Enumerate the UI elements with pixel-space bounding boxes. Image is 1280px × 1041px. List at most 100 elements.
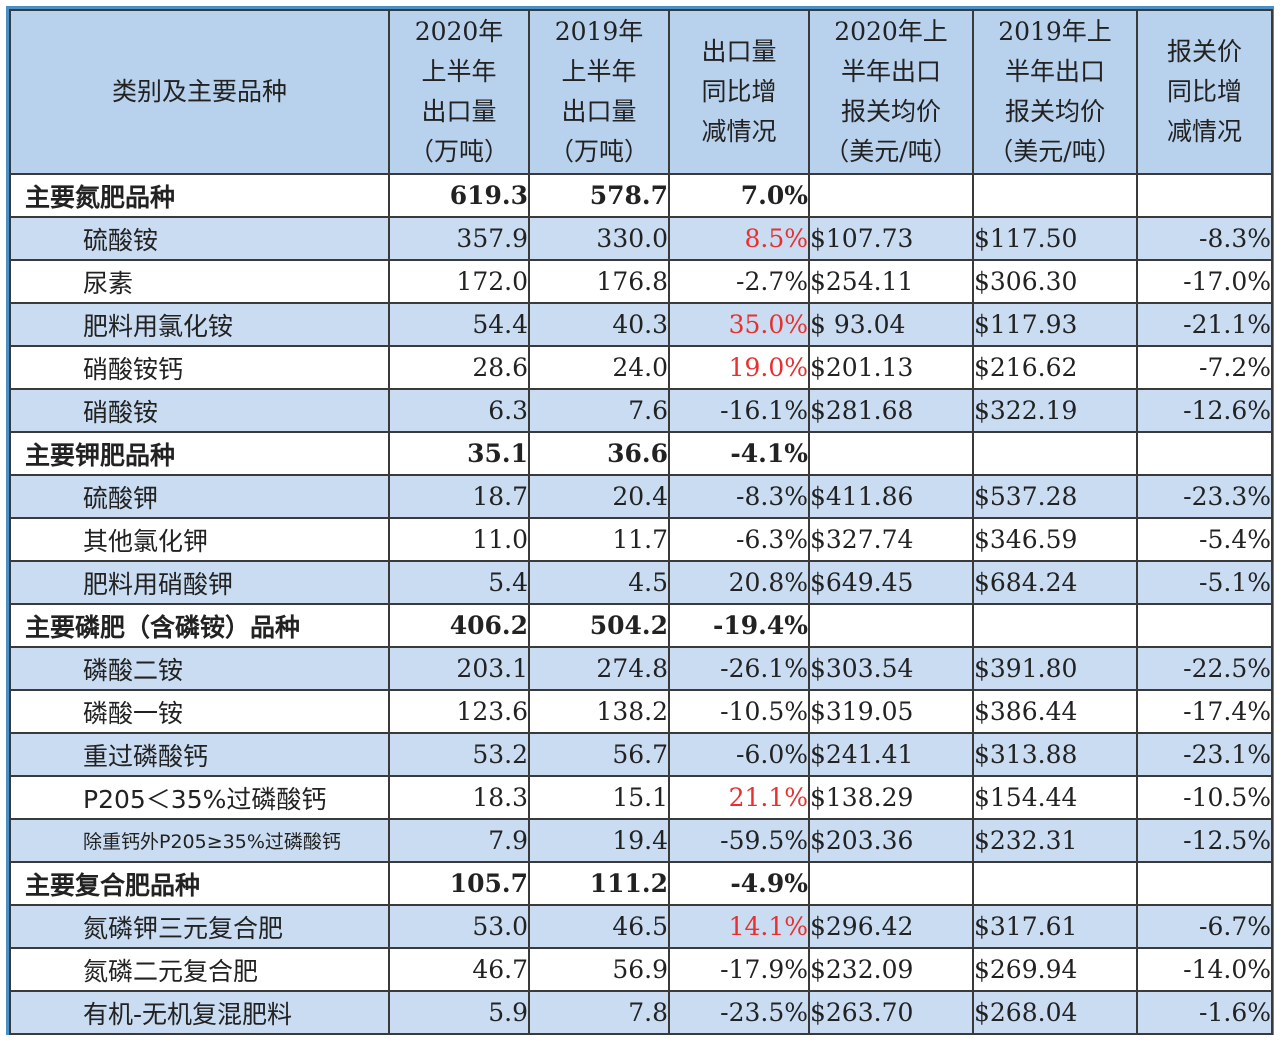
- cell-volume-yoy: -59.5%: [668, 818, 810, 863]
- fertilizer-export-table: 类别及主要品种 2020年 上半年 出口量 （万吨） 2019年 上半年 出口量 （万吨） 出口量…: [9, 9, 1273, 1035]
- cell-price-2020: [808, 173, 974, 218]
- cell-volume-2020: 406.2: [388, 603, 530, 648]
- cell-volume-yoy: -6.3%: [668, 517, 810, 562]
- cell-name: 主要钾肥品种: [9, 431, 390, 476]
- cell-price-2019: $391.80: [972, 646, 1138, 691]
- cell-price-2020: $327.74: [808, 517, 974, 562]
- header-col-price-2020: 2020年上 半年出口 报关均价 （美元/吨）: [808, 9, 974, 175]
- cell-volume-2019: 274.8: [528, 646, 670, 691]
- category-row: 主要磷肥（含磷铵）品种 406.2 504.2 -19.4%: [9, 603, 1273, 648]
- header-line: 半年出口: [1004, 57, 1105, 86]
- cell-volume-2020: 5.9: [388, 990, 530, 1035]
- cell-name: 硝酸铵: [9, 388, 390, 433]
- cell-price-yoy: [1136, 861, 1273, 906]
- cell-volume-2019: 111.2: [528, 861, 670, 906]
- cell-volume-2019: 20.4: [528, 474, 670, 519]
- cell-price-yoy: -7.2%: [1136, 345, 1273, 390]
- cell-volume-2020: 105.7: [388, 861, 530, 906]
- cell-volume-yoy: -8.3%: [668, 474, 810, 519]
- table-row: 有机-无机复混肥料 5.9 7.8 -23.5% $263.70 $268.04 -1.6%: [9, 990, 1273, 1035]
- cell-volume-2019: 504.2: [528, 603, 670, 648]
- header-line: （万吨）: [408, 137, 509, 166]
- cell-price-yoy: -5.1%: [1136, 560, 1273, 605]
- cell-price-yoy: -17.0%: [1136, 259, 1273, 304]
- cell-volume-yoy: 7.0%: [668, 173, 810, 218]
- cell-price-yoy: -22.5%: [1136, 646, 1273, 691]
- cell-volume-yoy: 14.1%: [668, 904, 810, 949]
- header-line: 出口量: [701, 37, 777, 66]
- cell-price-yoy: [1136, 431, 1273, 476]
- cell-name: 有机-无机复混肥料: [9, 990, 390, 1035]
- cell-price-2019: $306.30: [972, 259, 1138, 304]
- header-line: 减情况: [701, 117, 777, 146]
- category-row: 主要钾肥品种 35.1 36.6 -4.1%: [9, 431, 1273, 476]
- header-line: 2019年上: [998, 17, 1112, 46]
- cell-volume-2019: 7.8: [528, 990, 670, 1035]
- table-row: 硫酸铵 357.9 330.0 8.5% $107.73 $117.50 -8.3%: [9, 216, 1273, 261]
- cell-volume-2019: 19.4: [528, 818, 670, 863]
- cell-price-2020: $201.13: [808, 345, 974, 390]
- cell-price-2019: $322.19: [972, 388, 1138, 433]
- table-row: 氮磷钾三元复合肥 53.0 46.5 14.1% $296.42 $317.61 -6.7%: [9, 904, 1273, 949]
- cell-name: 主要复合肥品种: [9, 861, 390, 906]
- header-line: 报关均价: [1004, 97, 1105, 126]
- cell-volume-2019: 11.7: [528, 517, 670, 562]
- cell-volume-2020: 18.3: [388, 775, 530, 820]
- header-col-price-yoy: 报关价 同比增 减情况: [1136, 9, 1273, 175]
- cell-price-yoy: -5.4%: [1136, 517, 1273, 562]
- cell-volume-2019: 138.2: [528, 689, 670, 734]
- table-header: 类别及主要品种 2020年 上半年 出口量 （万吨） 2019年 上半年 出口量 （万吨） 出口量…: [9, 9, 1273, 175]
- cell-volume-2019: 56.9: [528, 947, 670, 992]
- cell-volume-2020: 53.0: [388, 904, 530, 949]
- cell-volume-2020: 619.3: [388, 173, 530, 218]
- cell-price-2020: $138.29: [808, 775, 974, 820]
- cell-name: 磷酸一铵: [9, 689, 390, 734]
- cell-name: 硫酸铵: [9, 216, 390, 261]
- cell-price-2019: $317.61: [972, 904, 1138, 949]
- category-row: 主要复合肥品种 105.7 111.2 -4.9%: [9, 861, 1273, 906]
- cell-name: 氮磷钾三元复合肥: [9, 904, 390, 949]
- cell-price-2019: $216.62: [972, 345, 1138, 390]
- cell-volume-yoy: 20.8%: [668, 560, 810, 605]
- cell-price-2019: $232.31: [972, 818, 1138, 863]
- cell-name: 硝酸铵钙: [9, 345, 390, 390]
- cell-price-2020: [808, 603, 974, 648]
- cell-price-yoy: [1136, 173, 1273, 218]
- header-col-volume-2020: 2020年 上半年 出口量 （万吨）: [388, 9, 530, 175]
- cell-volume-yoy: -4.9%: [668, 861, 810, 906]
- cell-volume-yoy: -19.4%: [668, 603, 810, 648]
- cell-price-2020: $107.73: [808, 216, 974, 261]
- cell-price-2019: $269.94: [972, 947, 1138, 992]
- table-body: 主要氮肥品种 619.3 578.7 7.0% 硫酸铵 357.9 330.0 8.5% $10…: [9, 173, 1273, 1035]
- cell-price-2020: $241.41: [808, 732, 974, 777]
- cell-name: 尿素: [9, 259, 390, 304]
- header-line: （美元/吨）: [988, 137, 1122, 166]
- cell-name: 肥料用硝酸钾: [9, 560, 390, 605]
- cell-volume-2019: 56.7: [528, 732, 670, 777]
- cell-price-2020: $303.54: [808, 646, 974, 691]
- cell-price-2020: $319.05: [808, 689, 974, 734]
- cell-price-2019: $313.88: [972, 732, 1138, 777]
- cell-volume-2019: 7.6: [528, 388, 670, 433]
- cell-volume-2020: 5.4: [388, 560, 530, 605]
- header-line: （万吨）: [548, 137, 649, 166]
- table-row: P205＜35%过磷酸钙 18.3 15.1 21.1% $138.29 $154.44-…: [9, 775, 1273, 820]
- cell-volume-2020: 54.4: [388, 302, 530, 347]
- header-line: 同比增: [1166, 77, 1242, 106]
- cell-volume-2020: 123.6: [388, 689, 530, 734]
- header-line: 2020年: [414, 17, 504, 46]
- cell-price-yoy: -8.3%: [1136, 216, 1273, 261]
- cell-price-2019: [972, 603, 1138, 648]
- cell-volume-2019: 176.8: [528, 259, 670, 304]
- cell-volume-yoy: 35.0%: [668, 302, 810, 347]
- cell-volume-yoy: -26.1%: [668, 646, 810, 691]
- cell-volume-2020: 53.2: [388, 732, 530, 777]
- header-line: 类别及主要品种: [111, 77, 287, 106]
- cell-volume-2019: 15.1: [528, 775, 670, 820]
- table-row: 尿素 172.0 176.8 -2.7% $254.11 $306.30 -17.0%: [9, 259, 1273, 304]
- header-col-price-2019: 2019年上 半年出口报关均价 （美元/吨）: [972, 9, 1138, 175]
- cell-price-yoy: -23.1%: [1136, 732, 1273, 777]
- cell-price-yoy: -1.6%: [1136, 990, 1273, 1035]
- header-line: 出口量: [421, 97, 497, 126]
- cell-price-2019: $154.44: [972, 775, 1138, 820]
